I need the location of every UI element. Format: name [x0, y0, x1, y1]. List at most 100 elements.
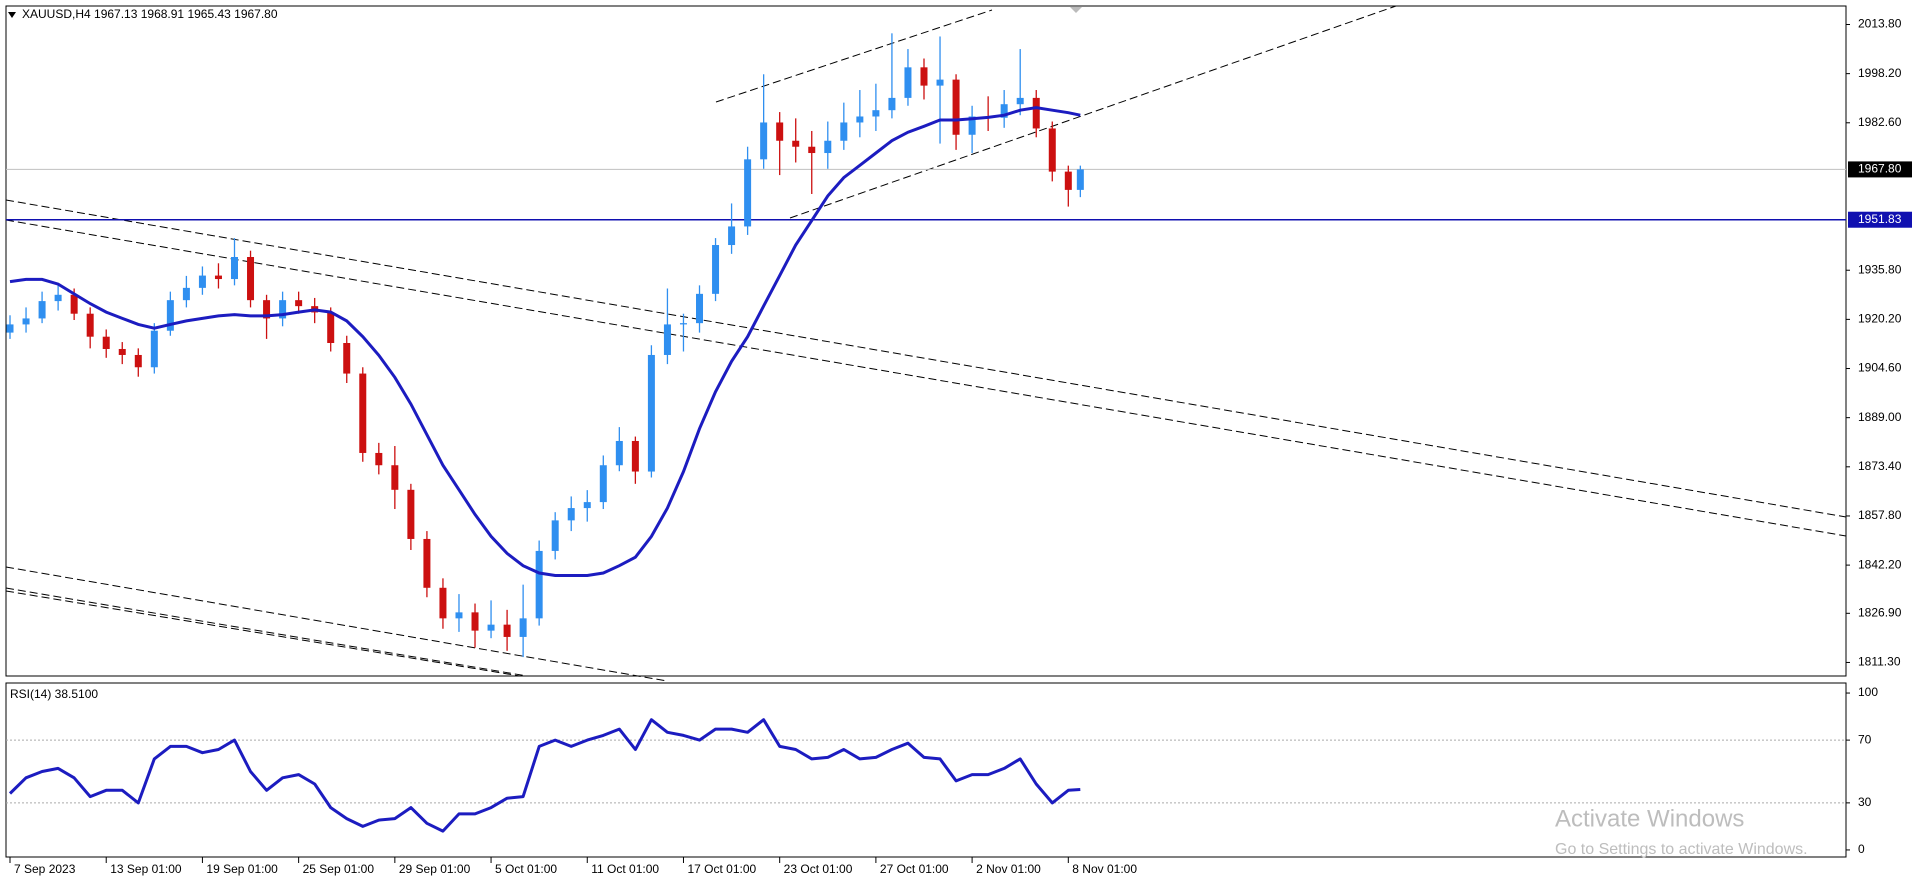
candle-body: [631, 440, 639, 472]
candle-body: [503, 624, 511, 637]
menu-arrow[interactable]: [8, 12, 16, 18]
candle-body: [423, 538, 431, 588]
y-tick-label: 70: [1858, 732, 1872, 746]
candle-body: [38, 301, 46, 319]
candle-body: [391, 465, 399, 490]
candle-body: [728, 226, 736, 246]
candle-body: [952, 79, 960, 135]
candle-body: [824, 140, 832, 154]
trendline: [5, 590, 521, 677]
candle-body: [455, 612, 463, 619]
candle-body: [487, 624, 495, 631]
candle-body: [744, 159, 752, 227]
candle-body: [519, 618, 527, 637]
y-tick-label: 0: [1858, 842, 1865, 856]
candle-body: [22, 318, 30, 325]
y-tick-label: 100: [1858, 685, 1878, 699]
main-panel: [5, 5, 1847, 677]
x-tick-label: 25 Sep 01:00: [303, 862, 375, 876]
x-tick-label: 29 Sep 01:00: [399, 862, 471, 876]
candle-body: [54, 294, 62, 302]
shift-marker: [1070, 7, 1082, 13]
rsi-line: [8, 718, 1081, 833]
candles: [6, 33, 1084, 658]
candle-body: [599, 465, 607, 503]
candle-body: [1032, 97, 1040, 129]
trendline: [715, 9, 993, 103]
candle-body: [760, 122, 768, 160]
y-tick-label: 1811.30: [1858, 655, 1901, 669]
candle-body: [904, 67, 912, 98]
watermark-title: Activate Windows: [1555, 805, 1744, 832]
candle-body: [920, 67, 928, 86]
y-tick-label: 1935.80: [1858, 262, 1902, 276]
candle-body: [679, 323, 687, 325]
x-tick-label: 8 Nov 01:00: [1072, 862, 1137, 876]
candle-body: [375, 452, 383, 466]
candle-body: [696, 293, 704, 324]
rsi-panel: [5, 682, 1847, 858]
trendline: [5, 587, 528, 677]
moving-average: [9, 106, 1081, 577]
candle-body: [567, 508, 575, 521]
candle-body: [359, 373, 367, 453]
trendline: [5, 219, 1847, 537]
candle-body: [198, 275, 206, 288]
candle-body: [872, 110, 880, 117]
x-tick-label: 19 Sep 01:00: [206, 862, 278, 876]
rsi-title: RSI(14) 38.5100: [10, 687, 98, 701]
candle-body: [134, 354, 142, 368]
x-tick-label: 23 Oct 01:00: [784, 862, 853, 876]
watermark-subtitle: Go to Settings to activate Windows.: [1555, 841, 1808, 858]
candle-body: [968, 116, 976, 135]
candle-body: [647, 354, 655, 472]
x-tick-label: 17 Oct 01:00: [687, 862, 756, 876]
candle-body: [1076, 169, 1084, 190]
candle-body: [407, 489, 415, 539]
candle-body: [279, 300, 287, 319]
y-tick-label: 1873.40: [1858, 459, 1902, 473]
candle-body: [439, 587, 447, 619]
y-tick-label: 1904.60: [1858, 361, 1902, 375]
candle-body: [551, 520, 559, 551]
candle-body: [263, 300, 271, 319]
trendlines: [5, 5, 1847, 682]
y-tick-label: 30: [1858, 795, 1872, 809]
y-tick-label: 1857.80: [1858, 508, 1902, 522]
candle-body: [6, 324, 14, 333]
candle-body: [1064, 171, 1072, 190]
candle-body: [936, 79, 944, 86]
horizontal-line-box: [1848, 211, 1912, 228]
trendline: [5, 566, 668, 682]
candle-body: [808, 146, 816, 154]
current-price-box: [1848, 161, 1912, 178]
candle-body: [182, 287, 190, 301]
candle-body: [1016, 97, 1024, 105]
x-tick-label: 7 Sep 2023: [14, 862, 76, 876]
y-tick-label: 1889.00: [1858, 410, 1902, 424]
candle-body: [1048, 128, 1056, 172]
current-price-label: 1967.80: [1858, 162, 1902, 176]
y-tick-label: 2013.80: [1858, 17, 1902, 31]
candle-body: [214, 275, 222, 280]
candle-body: [888, 97, 896, 111]
candle-body: [856, 116, 864, 123]
candle-body: [166, 300, 174, 331]
y-tick-label: 1826.90: [1858, 605, 1902, 619]
candle-body: [343, 343, 351, 374]
candle-body: [230, 256, 238, 280]
y-tick-label: 1998.20: [1858, 66, 1902, 80]
candle-body: [247, 256, 255, 301]
y-tick-label: 1982.60: [1858, 115, 1902, 129]
x-tick-label: 5 Oct 01:00: [495, 862, 557, 876]
candle-body: [471, 612, 479, 631]
candle-body: [583, 502, 591, 509]
trendline: [5, 199, 1847, 518]
candle-body: [615, 440, 623, 466]
candle-body: [776, 122, 784, 141]
candle-body: [327, 312, 335, 344]
candle-body: [535, 550, 543, 619]
y-tick-label: 1920.20: [1858, 312, 1902, 326]
